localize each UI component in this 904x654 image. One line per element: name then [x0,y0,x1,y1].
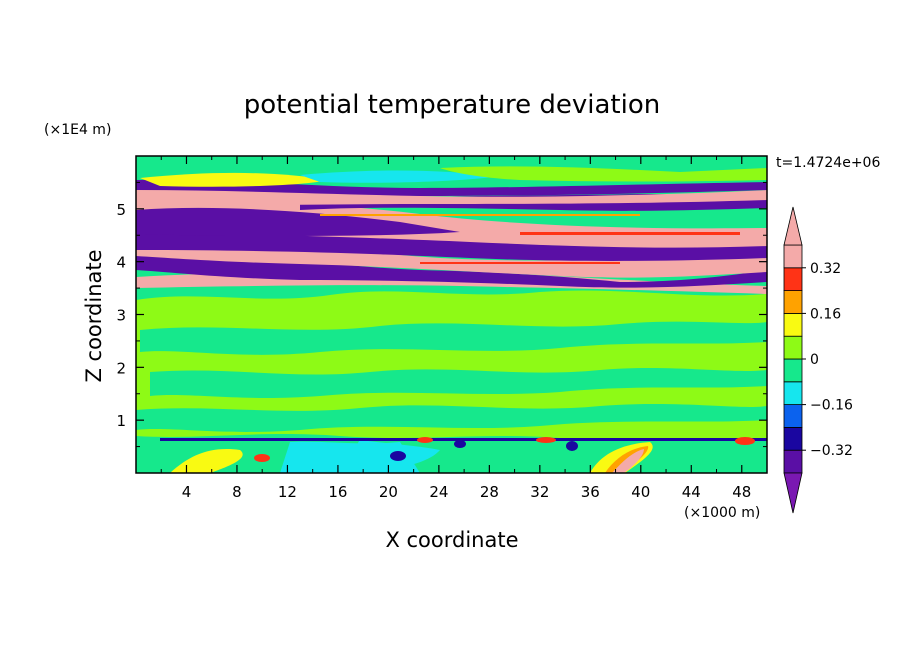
layer-edge-orange [320,214,640,216]
colorbar-under-arrow [783,472,803,514]
colorbar-label: 0.16 [810,306,841,322]
colorbar-segment [783,404,803,428]
y-axis: 1 2 3 4 5 [116,181,767,448]
colorbar-segment [783,381,803,405]
field-blob-blue [454,440,466,448]
x-tick-label: 28 [480,483,499,501]
colorbar-segment [783,449,803,474]
x-tick-label: 24 [429,483,448,501]
y-tick-label: 4 [116,254,126,272]
field-region-green-streak [136,404,767,432]
colorbar-label: −0.32 [810,443,853,459]
x-tick-label: 48 [732,483,751,501]
field-band-purple [136,207,460,236]
x-tick-label: 8 [232,483,242,501]
colorbar-label: −0.16 [810,398,853,414]
layer-edge-red [420,262,620,264]
x-tick-label: 40 [631,483,650,501]
field-region-green-streak [140,321,767,355]
y-tick-label: 1 [116,412,126,430]
x-tick-label: 20 [379,483,398,501]
colorbar-segment [783,267,803,291]
chart-title: potential temperature deviation [244,90,660,120]
heatmap-field [136,156,767,473]
inversion-line [160,438,767,441]
x-tick-label: 36 [581,483,600,501]
field-region-salmon-low [612,449,644,473]
colorbar-segment [783,426,803,451]
field-blob-red [417,437,433,443]
x-unit-label: (×1000 m) [684,505,760,521]
y-unit-label: (×1E4 m) [44,122,111,138]
field-band-yellow [140,172,330,187]
y-tick-label: 2 [116,359,126,377]
field-region-yellow-low [170,449,243,473]
colorbar-segment [783,358,803,383]
x-tick-label: 32 [530,483,549,501]
colorbar: 0.32 0.16 0 −0.16 −0.32 [783,206,853,514]
x-axis-title: X coordinate [385,528,518,552]
y-tick-label: 3 [116,307,126,325]
field-blob-red [735,437,755,445]
x-tick-label: 4 [182,483,192,501]
field-blob-blue [390,451,406,461]
field-band-light-green [440,166,767,182]
field-region-green-streak [150,368,767,398]
field-band-cyan [300,170,500,183]
colorbar-segment [783,312,803,337]
field-band-purple [136,249,767,288]
y-axis-title: Z coordinate [82,249,106,382]
field-blob-red [536,437,556,443]
layer-edge-red [520,232,740,235]
time-label: t=1.4724e+06 [776,155,880,171]
colorbar-segment [783,290,803,314]
x-tick-label: 16 [328,483,347,501]
colorbar-label: 0.32 [810,261,841,277]
field-band-purple [136,179,767,196]
field-blob-blue [566,441,578,451]
field-blob-red [254,454,270,462]
colorbar-over-arrow [783,206,803,246]
x-tick-label: 12 [278,483,297,501]
colorbar-segment [783,244,803,269]
x-axis: 4 8 12 16 20 24 28 32 36 40 44 48 [160,156,751,501]
colorbar-label: 0 [810,352,819,368]
x-tick-label: 44 [682,483,701,501]
colorbar-segment [783,335,803,360]
y-tick-label: 5 [116,201,126,219]
